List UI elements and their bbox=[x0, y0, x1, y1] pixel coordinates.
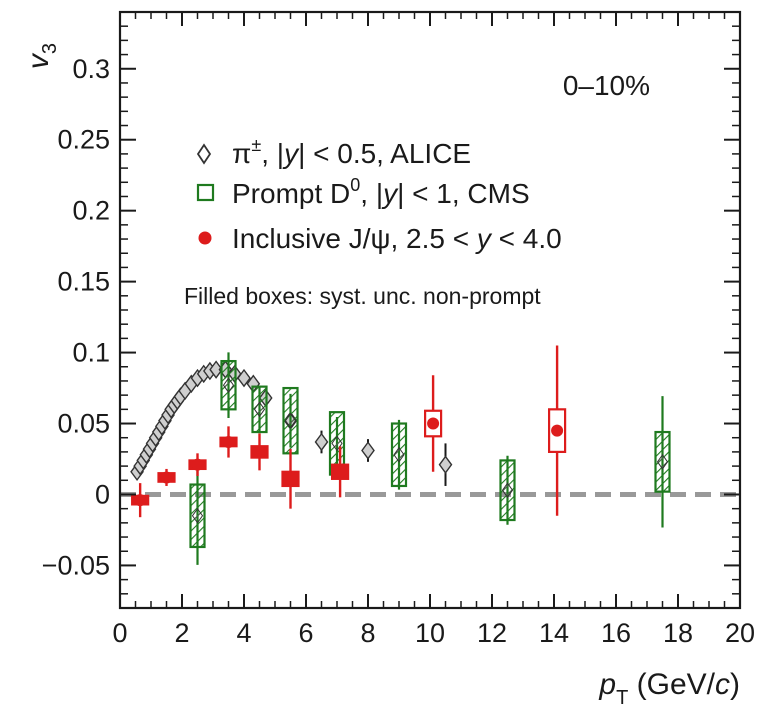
y-axis-title: v3 bbox=[22, 43, 61, 69]
x-tick-label: 12 bbox=[477, 618, 507, 648]
jpsi-point bbox=[160, 471, 173, 484]
x-tick-label: 10 bbox=[415, 618, 445, 648]
systematics-note: Filled boxes: syst. unc. non-prompt bbox=[184, 283, 541, 309]
pion-point bbox=[314, 432, 329, 452]
jpsi-point bbox=[334, 465, 347, 478]
x-tick-label: 2 bbox=[174, 618, 189, 648]
legend-marker-diamond bbox=[196, 143, 212, 165]
pion-point bbox=[209, 360, 223, 379]
y-tick-label: 0.3 bbox=[72, 54, 110, 84]
x-tick-label: 20 bbox=[725, 618, 755, 648]
legend-entry-jpsi: Inclusive J/ψ, 2.5 < y < 4.0 bbox=[198, 223, 562, 254]
legend-marker-open-square bbox=[196, 183, 215, 202]
legend: π±, |y| < 0.5, ALICE Prompt D0, |y| < 1,… bbox=[196, 135, 562, 254]
y-axis-ticks: −0.05 0 0.05 0.1 0.15 0.2 0.25 0.3 bbox=[42, 25, 740, 595]
y-tick-label: −0.05 bbox=[42, 550, 110, 580]
jpsi-point bbox=[253, 445, 266, 458]
pion-point bbox=[438, 455, 453, 474]
plot-frame bbox=[118, 10, 742, 610]
x-tick-label: 8 bbox=[360, 618, 375, 648]
jpsi-point bbox=[222, 435, 235, 448]
x-axis-title: pT (GeV/c) bbox=[598, 668, 740, 709]
y-tick-label: 0.05 bbox=[57, 409, 110, 439]
pion-point bbox=[237, 368, 251, 388]
d0-point bbox=[191, 507, 204, 524]
legend-label-d0: Prompt D0, |y| < 1, CMS bbox=[232, 175, 530, 209]
y-tick-label: 0.1 bbox=[72, 338, 110, 368]
y-tick-label: 0.15 bbox=[57, 267, 110, 297]
x-tick-label: 6 bbox=[298, 618, 313, 648]
x-axis-ticks: 0 2 4 6 8 10 12 14 16 18 20 bbox=[112, 12, 755, 648]
d0-point bbox=[253, 401, 266, 418]
d0-point bbox=[222, 377, 235, 394]
x-tick-label: 16 bbox=[601, 618, 631, 648]
centrality-label: 0–10% bbox=[563, 70, 650, 101]
legend-label-jpsi: Inclusive J/ψ, 2.5 < y < 4.0 bbox=[232, 223, 562, 254]
pion-point bbox=[361, 441, 375, 460]
x-tick-label: 4 bbox=[236, 618, 251, 648]
jpsi-point bbox=[427, 417, 440, 430]
x-tick-label: 0 bbox=[112, 618, 127, 648]
legend-entry-d0: Prompt D0, |y| < 1, CMS bbox=[196, 175, 530, 209]
x-tick-label: 18 bbox=[663, 618, 693, 648]
y-tick-label: 0.25 bbox=[57, 125, 110, 155]
y-tick-label: 0.2 bbox=[72, 196, 110, 226]
jpsi-point bbox=[284, 472, 297, 485]
y-tick-label: 0 bbox=[95, 479, 110, 509]
series-pion-alice bbox=[130, 360, 453, 486]
jpsi-point bbox=[134, 494, 147, 507]
legend-entry-pion: π±, |y| < 0.5, ALICE bbox=[196, 135, 471, 169]
d0-point bbox=[656, 453, 669, 470]
d0-point bbox=[501, 482, 514, 499]
x-tick-label: 14 bbox=[539, 618, 569, 648]
jpsi-point bbox=[551, 424, 564, 437]
legend-marker-filled-circle bbox=[198, 231, 212, 245]
series-inclusive-jpsi bbox=[131, 345, 567, 518]
jpsi-point bbox=[191, 458, 204, 471]
d0-point bbox=[284, 412, 297, 429]
d0-point bbox=[393, 446, 405, 463]
legend-label-pion: π±, |y| < 0.5, ALICE bbox=[232, 135, 471, 169]
